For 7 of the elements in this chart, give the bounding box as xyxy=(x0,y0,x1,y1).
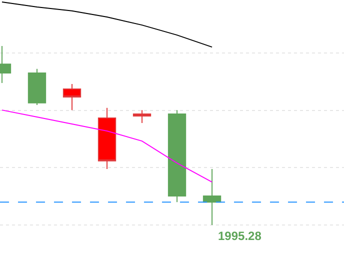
candlestick xyxy=(28,68,46,106)
text: 1995.28 xyxy=(218,229,262,243)
candlestick xyxy=(62,83,82,111)
candlestick xyxy=(168,110,186,203)
candlestick xyxy=(132,110,152,124)
candlestick xyxy=(98,107,116,170)
candlestick xyxy=(202,168,222,226)
